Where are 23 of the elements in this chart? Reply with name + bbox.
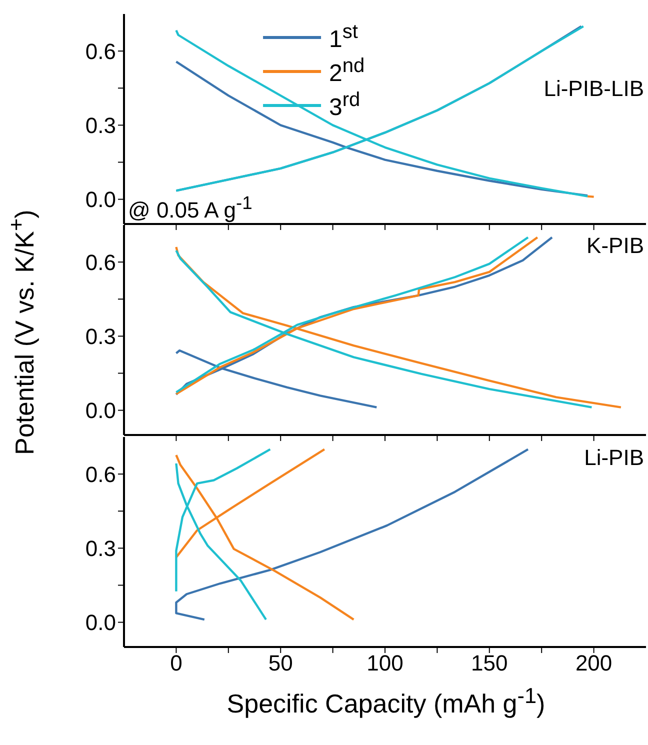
x-tick-label: 150 bbox=[471, 650, 508, 676]
y-tick-label: 0.6 bbox=[85, 462, 116, 487]
y-tick-label: 0.3 bbox=[85, 324, 116, 349]
annotation: Li-PIB-LIB bbox=[544, 76, 644, 102]
y-tick-label: 0.0 bbox=[85, 187, 116, 212]
legend-label: 1$^{st}$ bbox=[329, 20, 358, 54]
annotation: @ 0.05 A g$^{-1}$ bbox=[128, 192, 252, 224]
x-axis-title: Specific Capacity (mAh g$^{-1}$) bbox=[226, 683, 546, 720]
x-tick-label: 200 bbox=[575, 650, 612, 676]
annotation: K-PIB bbox=[586, 233, 644, 259]
x-tick-label: 0 bbox=[170, 650, 182, 676]
y-tick-label: 0.0 bbox=[85, 398, 116, 424]
y-tick-label: 0.3 bbox=[85, 112, 116, 138]
y-tick-label: 0.0 bbox=[85, 610, 116, 636]
x-tick-label: 50 bbox=[268, 650, 293, 676]
x-tick-label: 100 bbox=[366, 650, 404, 676]
legend-label: 2$^{nd}$ bbox=[329, 54, 365, 88]
legend-label: 3$^{rd}$ bbox=[329, 88, 360, 122]
y-tick-label: 0.6 bbox=[85, 38, 116, 64]
annotation: Li-PIB bbox=[584, 445, 644, 471]
line-series bbox=[175, 448, 530, 621]
y-tick-label: 0.6 bbox=[85, 250, 116, 275]
y-tick-label: 0.3 bbox=[85, 536, 116, 561]
